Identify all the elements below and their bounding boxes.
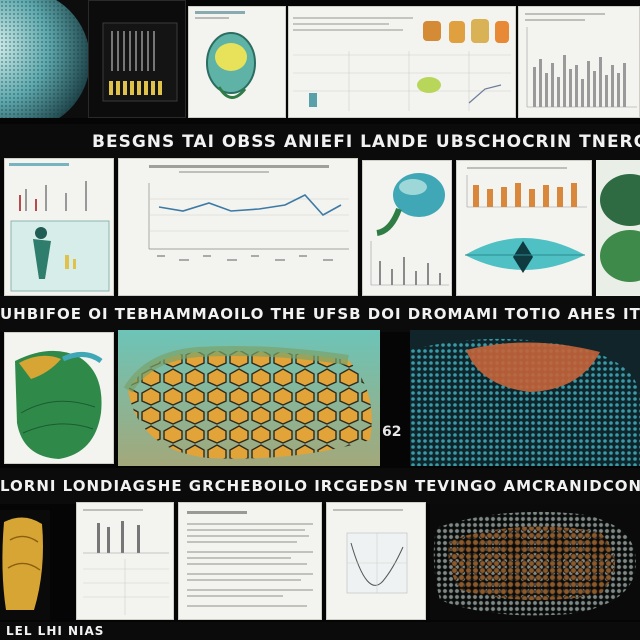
caption-banner-2: UHBIFOE OI TEBHAMMAOILO THE UFSB DOI DRO… [0,296,640,332]
caption-banner-1: BESGNS TAI OBSS ANIEFI LANDE UBSCHOCRIN … [0,124,640,160]
gray-bar-chart [525,13,637,108]
caption-banner-2-text: UHBIFOE OI TEBHAMMAOILO THE UFSB DOI DRO… [0,305,640,323]
honeycomb-scale-panel [118,330,380,466]
specimen-globe-panel [0,0,88,118]
bar-device-panel [88,0,186,118]
curve-chart-panel [326,502,426,620]
bar-table-graphic [83,509,169,615]
caption-banner-3-text: LORNI LONDIAGSHE GRCHEBOILO IRCGEDSN TEV… [0,477,640,495]
bar-chart-panel-top [518,6,640,118]
brown-scale-image [433,511,636,616]
green-specimen-image [600,174,640,282]
gold-sculpture-panel [0,510,50,620]
orange-bar-chart [465,167,587,273]
caption-banner-3: LORNI LONDIAGSHE GRCHEBOILO IRCGEDSN TEV… [0,468,640,504]
globe-specimen-image [0,0,88,118]
side-number-label: 62 [380,420,406,460]
brown-scale-panel [430,504,640,620]
report-table-graphic [293,17,511,111]
gold-sculpture-icon [2,517,43,610]
caption-banner-4: LEL LHI NIAS [0,622,640,640]
text-document-panel [178,502,322,620]
curve-chart [333,509,408,594]
specimen-jar-icon [370,173,449,286]
green-specimen-panel [596,160,640,296]
side-number-text: 62 [382,424,402,440]
caption-banner-4-text: LEL LHI NIAS [6,624,105,638]
leaf-specimen-icon [195,11,256,99]
caption-banner-1-text: BESGNS TAI OBSS ANIEFI LANDE UBSCHOCRIN … [92,132,640,152]
honeycomb-scale-image [118,330,380,466]
text-document-lines [187,511,313,607]
green-shell-panel [4,332,114,464]
line-chart [148,165,349,261]
teal-scale-image [410,338,640,466]
tank-chart-panel [4,158,114,296]
plant-specimen-sheet [188,6,286,118]
teal-scale-panel [410,330,640,466]
line-chart-panel [118,158,358,296]
orange-bar-chart-panel [456,160,592,296]
bar-table-panel [76,502,174,620]
specimen-chart-panel [362,160,452,296]
green-shell-diagram [15,350,103,459]
device-bar-graphic [102,22,178,102]
tank-diagram [9,163,110,292]
report-page-panel [288,6,516,118]
